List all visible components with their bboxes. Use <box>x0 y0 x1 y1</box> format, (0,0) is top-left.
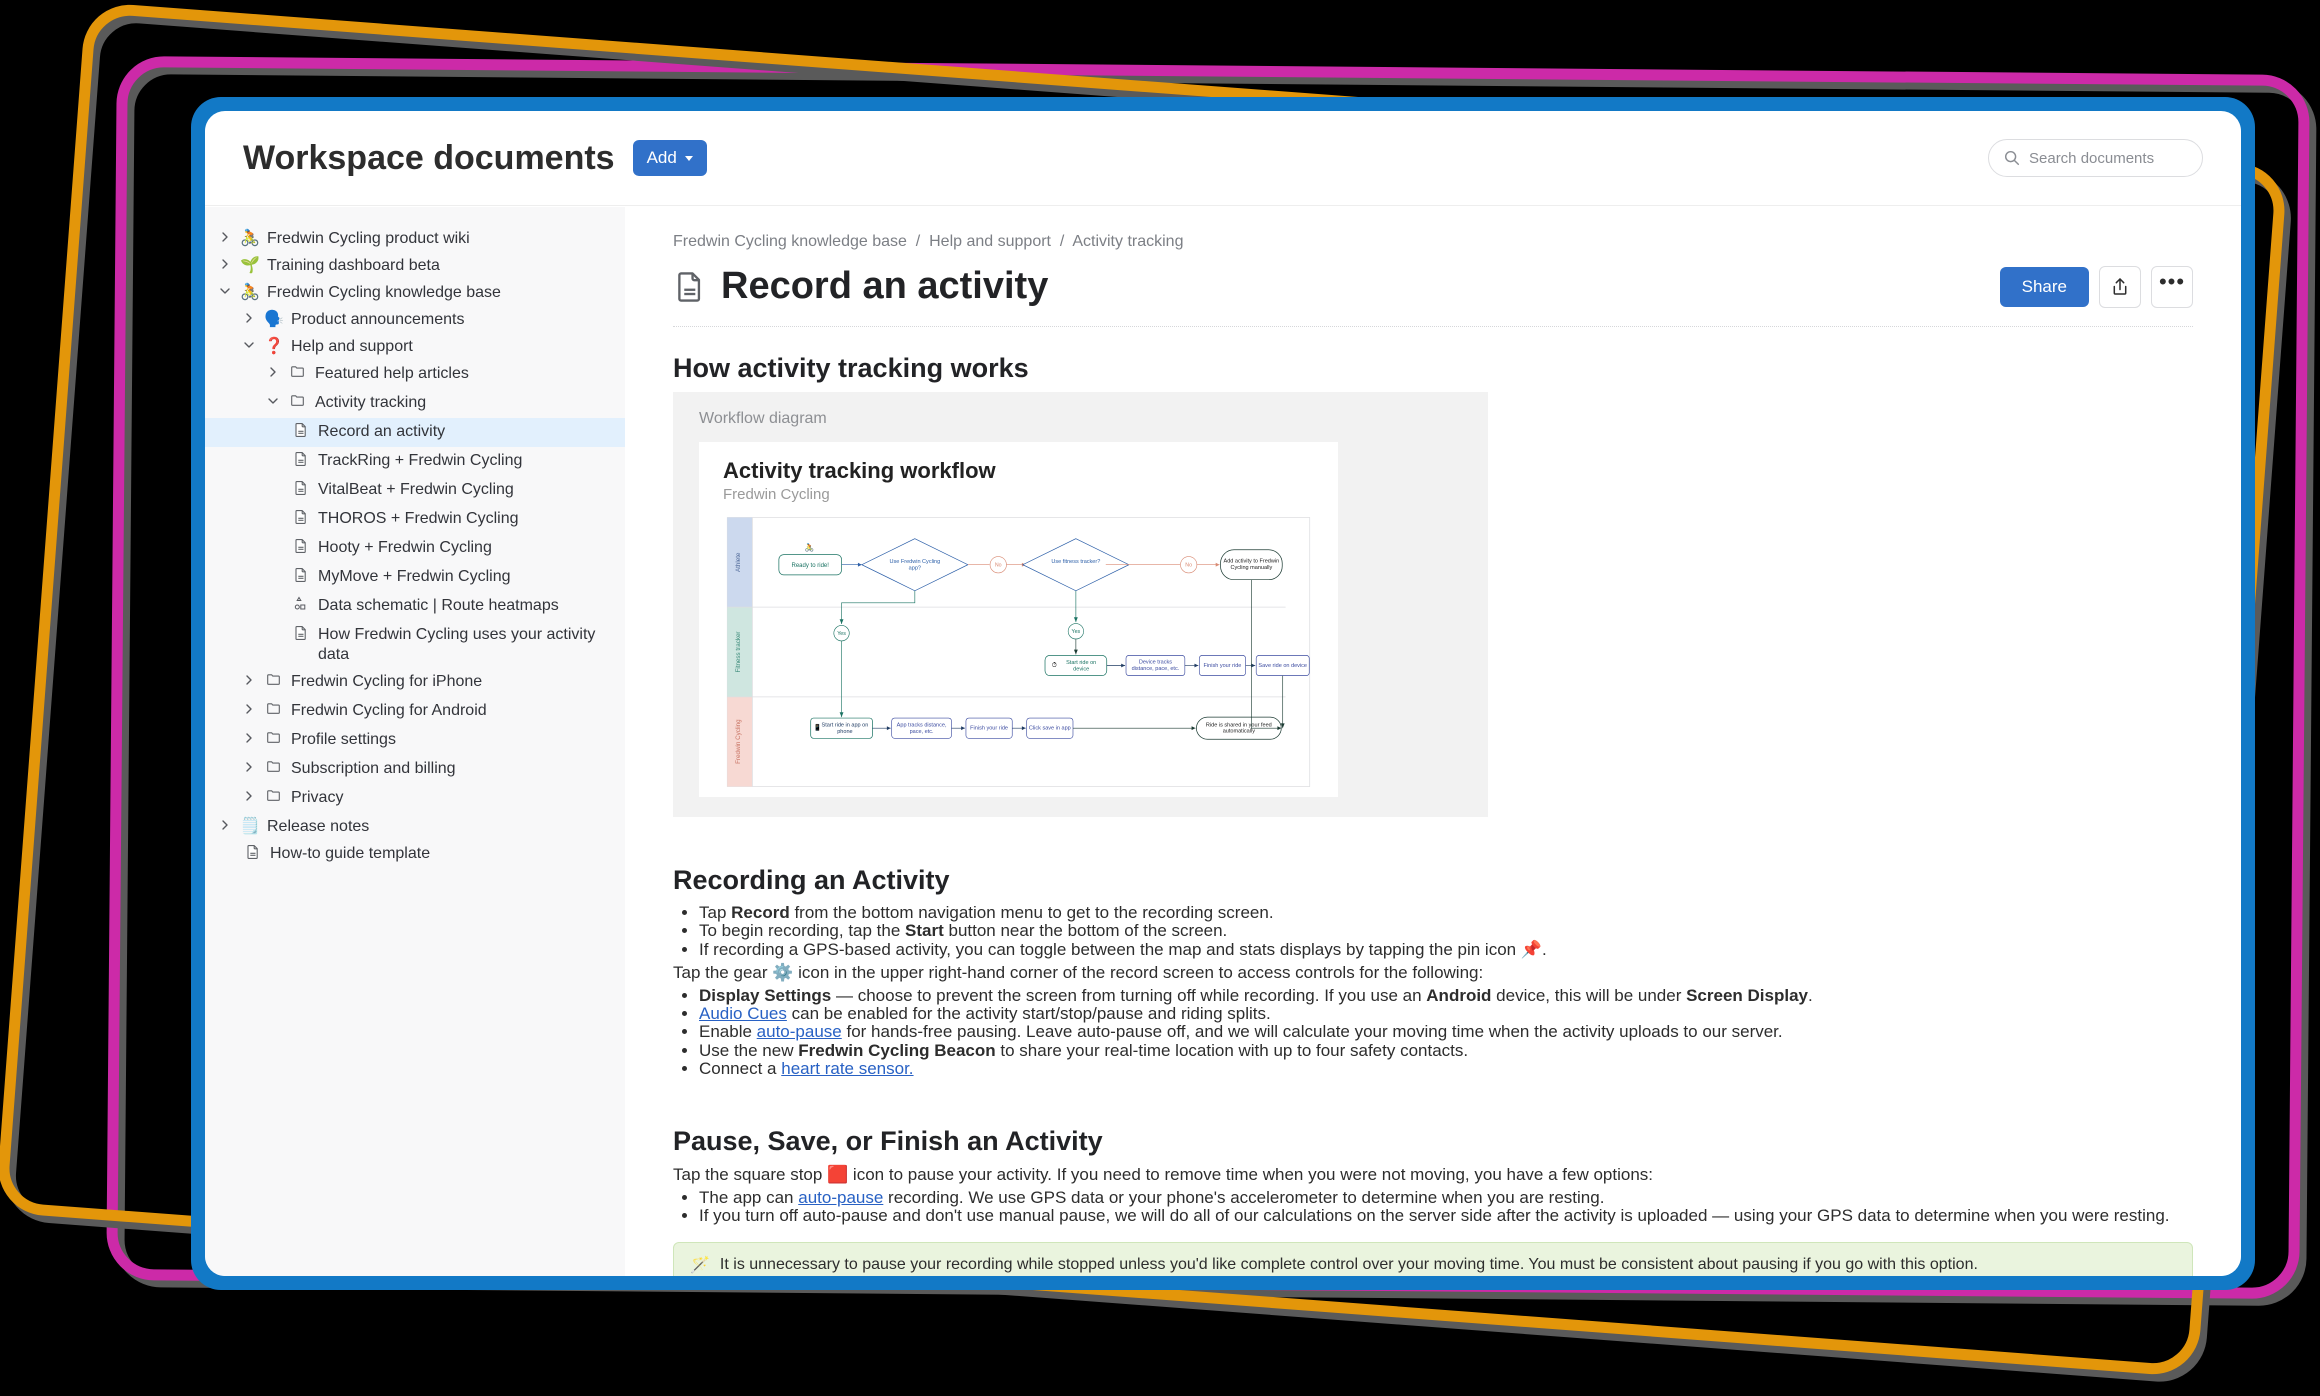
svg-text:Fitness tracker: Fitness tracker <box>735 632 742 673</box>
svg-text:Start ride on: Start ride on <box>1066 660 1096 666</box>
svg-text:phone: phone <box>837 729 852 735</box>
svg-text:Finish your ride: Finish your ride <box>970 726 1008 732</box>
svg-text:📱: 📱 <box>814 724 822 732</box>
svg-text:No: No <box>1185 563 1192 569</box>
svg-text:automatically: automatically <box>1223 729 1256 735</box>
svg-text:🚴: 🚴 <box>805 543 815 552</box>
svg-text:Fredwin Cycling: Fredwin Cycling <box>735 719 742 764</box>
svg-text:Use Fredwin Cycling: Use Fredwin Cycling <box>889 559 940 565</box>
svg-text:⏱: ⏱ <box>1052 662 1057 669</box>
svg-text:App tracks distance,: App tracks distance, <box>897 723 947 729</box>
svg-text:Finish your ride: Finish your ride <box>1204 663 1242 669</box>
svg-text:No: No <box>995 563 1002 569</box>
svg-text:Save ride on device: Save ride on device <box>1258 663 1307 669</box>
svg-text:distance, pace, etc.: distance, pace, etc. <box>1132 666 1180 672</box>
svg-text:Yes: Yes <box>837 631 846 637</box>
svg-text:Add activity to Fredwin: Add activity to Fredwin <box>1224 558 1280 564</box>
svg-text:Athlete: Athlete <box>735 552 742 572</box>
svg-text:app?: app? <box>909 566 921 572</box>
svg-text:pace, etc.: pace, etc. <box>910 729 934 735</box>
svg-text:Cycling manually: Cycling manually <box>1230 565 1272 571</box>
svg-text:Device tracks: Device tracks <box>1139 660 1172 666</box>
svg-text:device: device <box>1073 666 1089 672</box>
svg-text:Ready to ride!: Ready to ride! <box>791 563 829 569</box>
svg-text:Yes: Yes <box>1072 629 1081 635</box>
svg-text:Ride is shared in your feed: Ride is shared in your feed <box>1206 722 1272 728</box>
svg-text:Use fitness tracker?: Use fitness tracker? <box>1051 559 1100 565</box>
svg-text:Start ride in app on: Start ride in app on <box>822 723 869 729</box>
svg-text:Click save in app: Click save in app <box>1029 726 1071 732</box>
